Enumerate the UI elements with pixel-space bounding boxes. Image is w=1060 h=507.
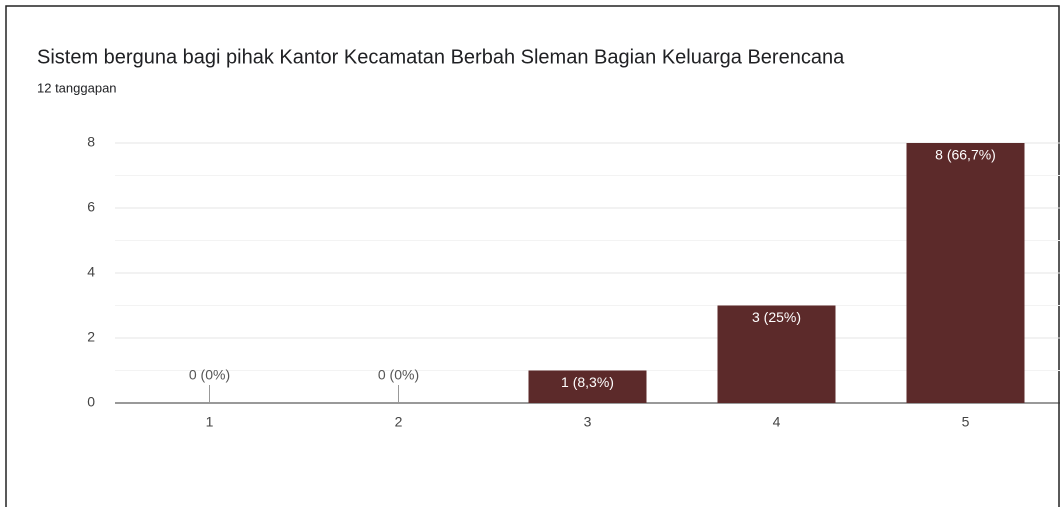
value-label: 8 (66,7%) — [935, 147, 996, 163]
value-label: 1 (8,3%) — [561, 374, 614, 390]
y-tick-label: 6 — [87, 199, 95, 215]
x-tick-label: 4 — [773, 414, 781, 430]
y-tick-label: 4 — [87, 264, 95, 280]
value-label: 0 (0%) — [189, 367, 230, 383]
bar — [528, 370, 647, 403]
x-tick-label: 2 — [395, 414, 403, 430]
x-tick-label: 1 — [206, 414, 214, 430]
x-tick-label: 5 — [962, 414, 970, 430]
y-tick-label: 2 — [87, 329, 95, 345]
y-tick-label: 0 — [87, 394, 95, 410]
bar — [906, 143, 1025, 403]
bar — [717, 305, 836, 403]
y-tick-label: 8 — [87, 134, 95, 150]
chart-title: Sistem berguna bagi pihak Kantor Kecamat… — [37, 46, 845, 68]
value-label: 3 (25%) — [752, 309, 801, 325]
value-label: 0 (0%) — [378, 367, 419, 383]
frame — [5, 5, 1060, 507]
chart-subtitle: 12 tanggapan — [37, 80, 117, 95]
x-tick-label: 3 — [584, 414, 592, 430]
